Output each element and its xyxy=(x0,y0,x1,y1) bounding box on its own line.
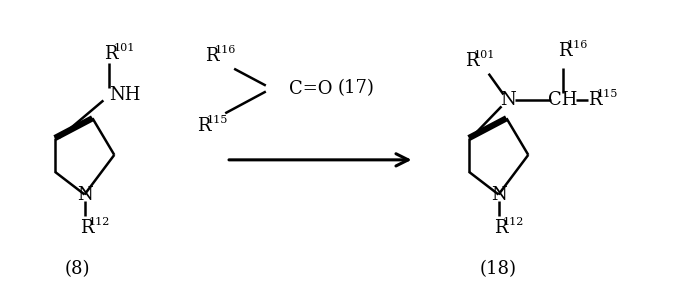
Text: R: R xyxy=(80,219,93,237)
Text: 116: 116 xyxy=(214,45,236,55)
Text: R: R xyxy=(494,219,507,237)
Text: 116: 116 xyxy=(567,40,588,50)
Text: R: R xyxy=(197,117,211,135)
Text: R: R xyxy=(558,42,571,60)
Text: 112: 112 xyxy=(503,217,524,227)
Text: R: R xyxy=(205,47,219,65)
Text: (8): (8) xyxy=(65,260,90,278)
Text: N: N xyxy=(491,186,506,203)
Text: R: R xyxy=(104,45,118,63)
Text: 115: 115 xyxy=(206,115,228,125)
Text: N: N xyxy=(500,91,517,110)
Text: C=O: C=O xyxy=(288,79,332,98)
Text: R: R xyxy=(465,52,478,70)
Text: 115: 115 xyxy=(596,90,618,99)
Text: 112: 112 xyxy=(88,217,110,227)
Text: (17): (17) xyxy=(338,79,375,98)
Text: N: N xyxy=(77,186,92,203)
Text: 101: 101 xyxy=(113,43,134,53)
Text: R: R xyxy=(588,91,601,110)
Text: 101: 101 xyxy=(474,50,495,60)
Text: CH: CH xyxy=(548,91,578,110)
Text: NH: NH xyxy=(109,86,141,105)
Text: (18): (18) xyxy=(480,260,517,278)
